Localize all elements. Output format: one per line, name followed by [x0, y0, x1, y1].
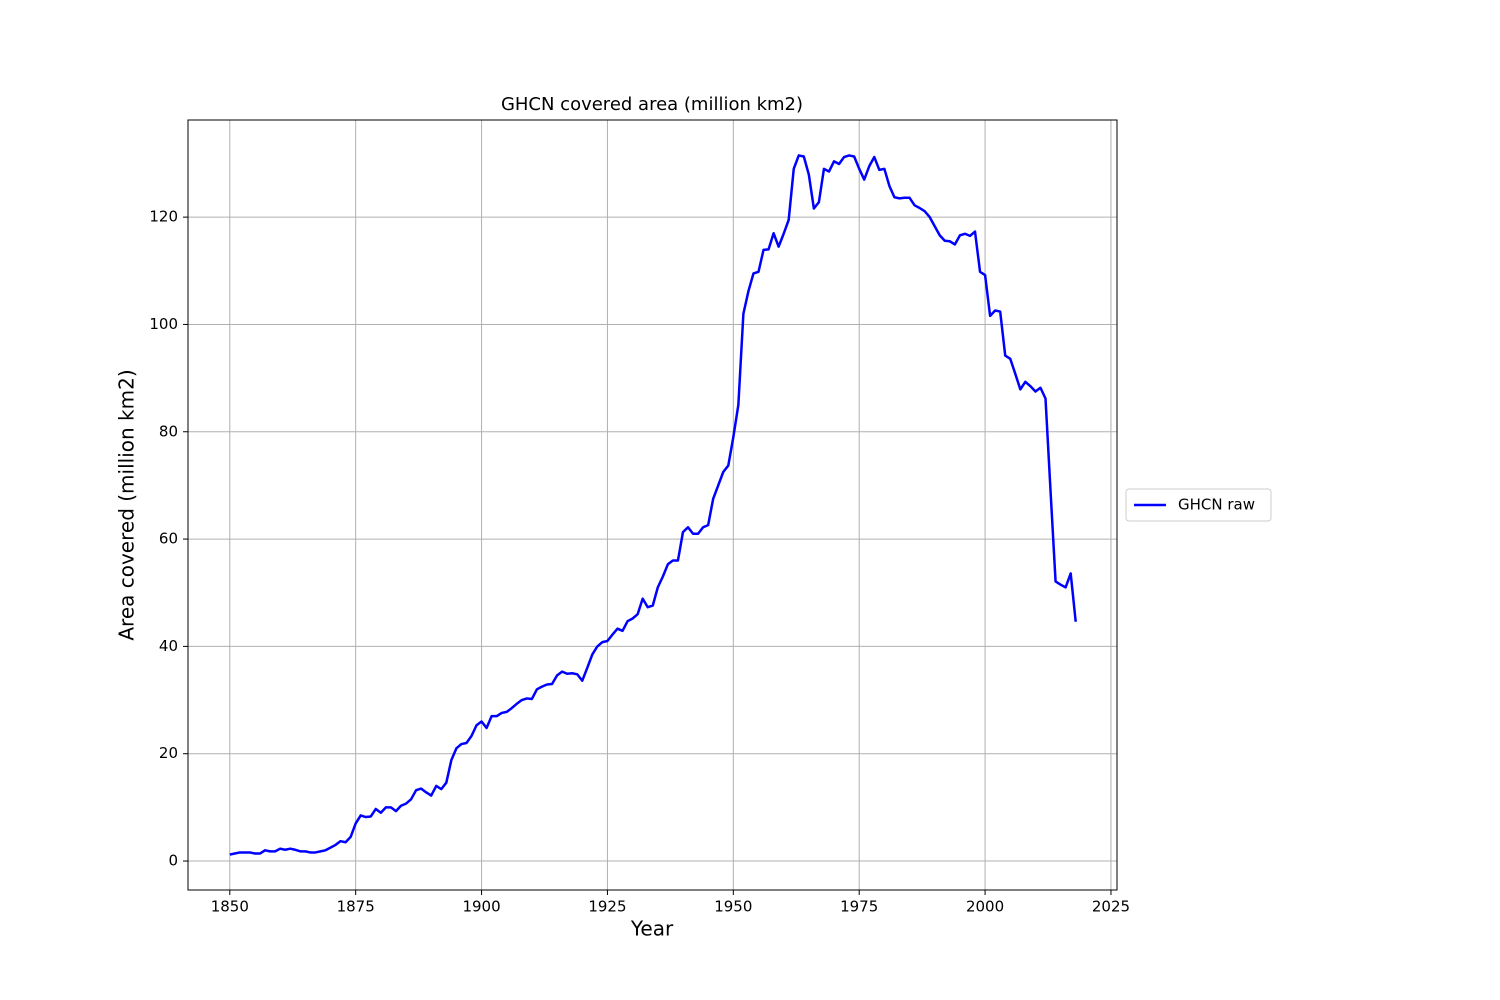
x-tick-label: 1925 [588, 898, 626, 916]
x-tick-label: 1850 [211, 898, 249, 916]
x-tick-label: 1875 [337, 898, 375, 916]
x-tick-label: 1950 [714, 898, 752, 916]
x-tick-label: 2025 [1092, 898, 1130, 916]
y-tick-label: 120 [149, 208, 178, 226]
legend: GHCN raw [1125, 488, 1272, 522]
x-tick-label: 2000 [966, 898, 1004, 916]
y-tick-label: 40 [159, 637, 178, 655]
chart-title: GHCN covered area (million km2) [501, 94, 803, 115]
data-line [229, 154, 1077, 856]
x-axis-label: Year [630, 917, 674, 941]
y-tick-label: 80 [159, 422, 178, 440]
y-tick-label: 20 [159, 744, 178, 762]
y-axis-label: Area covered (million km2) [115, 369, 139, 640]
y-tick-label: 0 [168, 852, 178, 870]
legend-box [1125, 488, 1272, 522]
x-tick-label: 1975 [840, 898, 878, 916]
legend-label: GHCN raw [1178, 496, 1255, 514]
y-tick-label: 60 [159, 530, 178, 548]
axes-frame [187, 119, 1118, 891]
y-tick-label: 100 [149, 315, 178, 333]
x-tick-label: 1900 [462, 898, 500, 916]
